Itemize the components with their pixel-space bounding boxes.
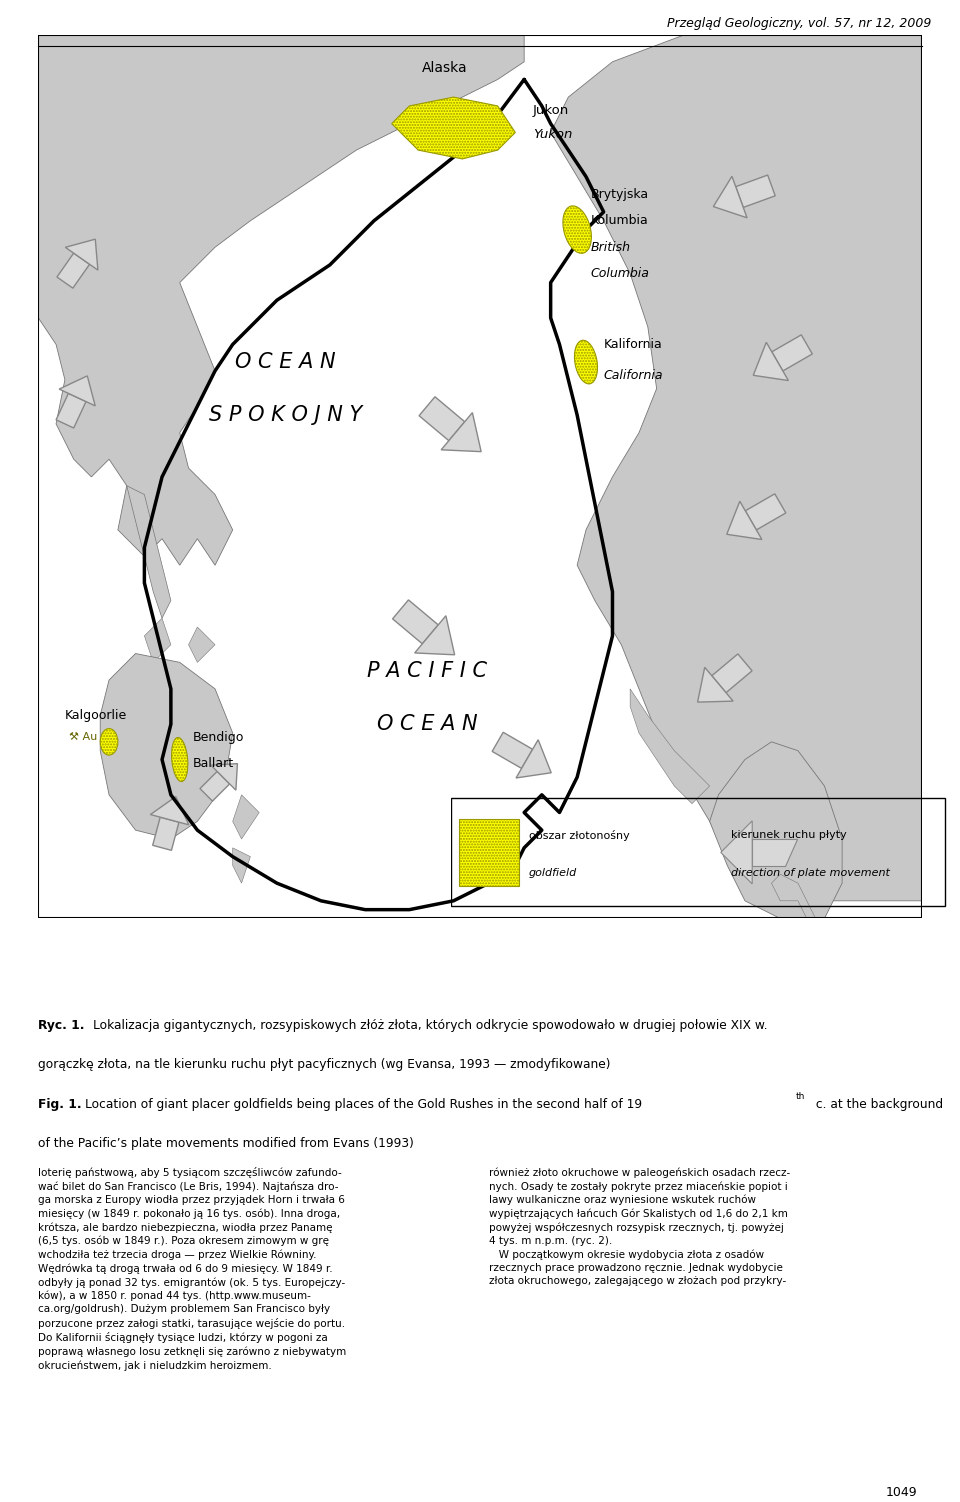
Text: O C E A N: O C E A N [376,713,477,734]
Text: Columbia: Columbia [590,267,649,281]
Polygon shape [38,35,524,565]
Polygon shape [151,796,189,825]
Text: 1049: 1049 [885,1485,917,1499]
Polygon shape [153,817,179,850]
Text: O C E A N: O C E A N [235,351,336,372]
Polygon shape [551,35,922,901]
Polygon shape [745,494,786,530]
Ellipse shape [100,728,118,756]
Ellipse shape [172,737,188,781]
Polygon shape [144,619,171,662]
Ellipse shape [563,206,591,254]
Polygon shape [735,176,776,207]
Text: Kalifornia: Kalifornia [604,338,662,351]
Polygon shape [721,820,753,883]
Polygon shape [754,342,788,380]
Polygon shape [57,254,89,288]
Text: Kalgoorlie: Kalgoorlie [65,709,127,722]
Polygon shape [392,98,516,159]
Text: California: California [604,369,663,382]
Text: również złoto okruchowe w paleogeńskich osadach rzecz-
nych. Osady te zostały po: również złoto okruchowe w paleogeńskich … [489,1167,790,1286]
Text: kierunek ruchu płyty: kierunek ruchu płyty [731,831,847,841]
Bar [459,819,518,886]
Text: Lokalizacja gigantycznych, rozsypiskowych złóż złota, których odkrycie spowodowa: Lokalizacja gigantycznych, rozsypiskowyc… [93,1018,768,1032]
Text: Brytyjska: Brytyjska [590,188,649,201]
Text: Alaska: Alaska [421,62,468,75]
Polygon shape [56,394,86,428]
Text: Ballart: Ballart [193,757,234,771]
Text: loterię państwową, aby 5 tysiącom szczęśliwców zafundo-
wać bilet do San Francis: loterię państwową, aby 5 tysiącom szczęś… [38,1167,347,1371]
Text: gorączkę złota, na tle kierunku ruchu płyt pacyficznych (wg Evansa, 1993 — zmody: gorączkę złota, na tle kierunku ruchu pł… [38,1059,611,1071]
Polygon shape [753,838,797,865]
Text: of the Pacific’s plate movements modified from Evans (1993): of the Pacific’s plate movements modifie… [38,1137,415,1151]
Polygon shape [709,742,842,919]
Polygon shape [162,671,188,706]
Text: direction of plate movement: direction of plate movement [731,868,890,877]
Polygon shape [415,616,455,655]
Polygon shape [232,847,251,883]
Polygon shape [200,772,229,801]
Polygon shape [65,239,98,270]
Text: goldfield: goldfield [529,868,577,877]
Polygon shape [713,176,747,218]
Polygon shape [698,667,733,701]
Polygon shape [492,733,533,769]
Polygon shape [727,502,762,539]
Text: Location of giant placer goldfields being places of the Gold Rushes in the secon: Location of giant placer goldfields bein… [85,1098,642,1111]
Text: c. at the background: c. at the background [812,1098,944,1111]
Polygon shape [211,763,237,790]
Polygon shape [60,376,95,406]
Text: ⚒ Au: ⚒ Au [69,733,98,742]
Polygon shape [127,485,171,619]
Text: Jukon: Jukon [533,104,569,117]
Text: Bendigo: Bendigo [193,731,245,743]
Polygon shape [232,795,259,840]
Text: P A C I F I C: P A C I F I C [367,661,487,682]
Polygon shape [711,653,752,692]
Polygon shape [772,335,812,371]
Ellipse shape [574,341,597,385]
Text: Fig. 1.: Fig. 1. [38,1098,82,1111]
Polygon shape [188,626,215,662]
Polygon shape [420,397,465,440]
Text: Przegląd Geologiczny, vol. 57, nr 12, 2009: Przegląd Geologiczny, vol. 57, nr 12, 20… [667,17,931,30]
Polygon shape [442,413,481,452]
Polygon shape [772,874,816,919]
Text: Yukon: Yukon [533,128,572,141]
Text: Ryc. 1.: Ryc. 1. [38,1018,84,1032]
Text: obszar złotonośny: obszar złotonośny [529,831,630,841]
Text: S P O K O J N Y: S P O K O J N Y [209,406,362,425]
Polygon shape [393,599,438,644]
Text: Kolumbia: Kolumbia [590,215,648,227]
Polygon shape [100,653,232,840]
Text: British: British [590,240,631,254]
Text: th: th [795,1092,804,1101]
Polygon shape [630,689,709,804]
Polygon shape [516,739,551,778]
